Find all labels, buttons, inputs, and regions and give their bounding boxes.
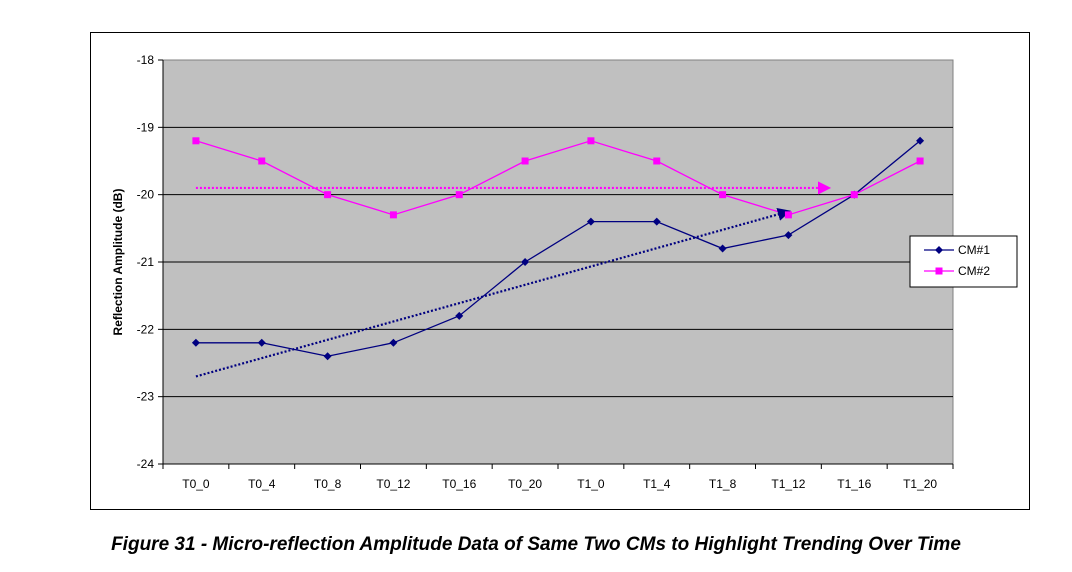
data-point (916, 157, 924, 165)
x-tick-label: T0_16 (442, 477, 476, 491)
x-tick-label: T1_20 (903, 477, 937, 491)
data-point (455, 191, 463, 199)
data-point (521, 258, 530, 266)
data-point (652, 217, 661, 226)
data-point (258, 157, 266, 165)
data-point (389, 211, 397, 219)
y-tick-label: -18 (137, 53, 155, 67)
series-line-cm1 (195, 140, 921, 357)
data-point (653, 157, 661, 165)
x-tick-label: T0_12 (376, 477, 410, 491)
data-point (719, 191, 727, 199)
x-tick-label: T0_20 (508, 477, 542, 491)
data-point (191, 338, 200, 347)
data-point (389, 338, 398, 347)
x-tick-label: T1_12 (771, 477, 805, 491)
x-tick-label: T1_0 (577, 477, 605, 491)
data-point (784, 211, 792, 219)
x-tick-label: T0_0 (182, 477, 210, 491)
series-line-cm2 (195, 140, 921, 216)
x-tick-label: T0_8 (314, 477, 342, 491)
data-point (718, 244, 727, 253)
data-point (916, 136, 925, 145)
y-tick-label: -19 (137, 120, 155, 134)
y-tick-label: -23 (137, 390, 155, 404)
legend-label: CM#2 (958, 264, 990, 278)
chart-frame: -24 -23 -22 -21 -20 -19 -18 T0_0 T0_4 T0_8 T0_12 T0… (90, 32, 1030, 510)
chart-svg: -24 -23 -22 -21 -20 -19 -18 T0_0 T0_4 T0_8 T0_12 T0… (111, 53, 1018, 491)
y-tick-label: -21 (137, 255, 155, 269)
data-point (784, 231, 793, 240)
legend-box (909, 235, 1018, 288)
x-tick-label: T1_8 (709, 477, 737, 491)
data-point (586, 217, 595, 226)
data-point (257, 338, 266, 347)
x-tick-label: T0_4 (248, 477, 276, 491)
data-point (587, 137, 595, 145)
x-tick-label: T1_16 (837, 477, 871, 491)
data-point (323, 352, 332, 361)
x-tick-label: T1_4 (643, 477, 671, 491)
data-point (850, 191, 858, 199)
y-tick-label: -20 (137, 188, 155, 202)
data-point (455, 311, 464, 320)
y-tick-label: -24 (137, 457, 155, 471)
y-tick-label: -22 (137, 322, 155, 336)
figure-caption: Figure 31 - Micro-reflection Amplitude D… (111, 534, 961, 555)
data-point (324, 191, 332, 199)
legend-label: CM#1 (958, 243, 990, 257)
y-axis-label: Reflection Amplitude (dB) (111, 189, 125, 336)
data-point (192, 137, 200, 145)
legend-marker (935, 246, 943, 254)
data-point (521, 157, 529, 165)
trendline-cm1 (195, 207, 791, 378)
legend-marker (935, 267, 943, 275)
